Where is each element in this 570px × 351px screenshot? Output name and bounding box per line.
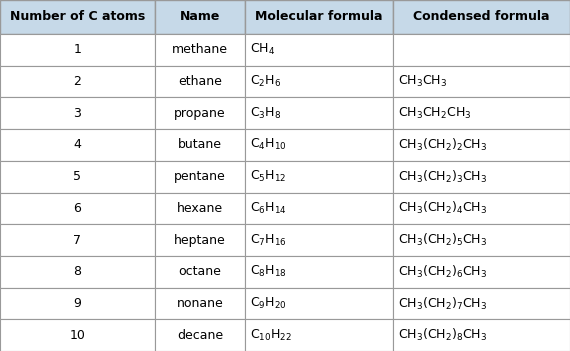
- Bar: [393, 129, 570, 161]
- Text: $\mathrm{C_2H_6}$: $\mathrm{C_2H_6}$: [250, 74, 281, 89]
- Bar: [0, 97, 155, 129]
- Bar: [393, 0, 570, 34]
- Bar: [155, 34, 245, 66]
- Bar: [155, 66, 245, 97]
- Bar: [393, 192, 570, 224]
- Bar: [155, 256, 245, 287]
- Text: $\mathrm{C_3H_8}$: $\mathrm{C_3H_8}$: [250, 106, 281, 121]
- Bar: [155, 224, 245, 256]
- Text: Condensed formula: Condensed formula: [413, 11, 549, 24]
- Bar: [245, 192, 393, 224]
- Text: ethane: ethane: [178, 75, 222, 88]
- Bar: [245, 319, 393, 351]
- Bar: [393, 66, 570, 97]
- Text: $\mathrm{CH_4}$: $\mathrm{CH_4}$: [250, 42, 275, 58]
- Bar: [155, 192, 245, 224]
- Text: $\mathrm{CH_3(CH_2)_5CH_3}$: $\mathrm{CH_3(CH_2)_5CH_3}$: [398, 232, 487, 248]
- Bar: [245, 256, 393, 287]
- Bar: [0, 319, 155, 351]
- Bar: [0, 224, 155, 256]
- Bar: [245, 287, 393, 319]
- Bar: [393, 224, 570, 256]
- Bar: [393, 319, 570, 351]
- Text: $\mathrm{CH_3(CH_2)_2CH_3}$: $\mathrm{CH_3(CH_2)_2CH_3}$: [398, 137, 487, 153]
- Text: hexane: hexane: [177, 202, 223, 215]
- Text: $\mathrm{C_4H_{10}}$: $\mathrm{C_4H_{10}}$: [250, 137, 287, 152]
- Text: $\mathrm{C_{10}H_{22}}$: $\mathrm{C_{10}H_{22}}$: [250, 327, 292, 343]
- Text: $\mathrm{CH_3(CH_2)_4CH_3}$: $\mathrm{CH_3(CH_2)_4CH_3}$: [398, 200, 487, 217]
- Bar: [393, 256, 570, 287]
- Text: Number of C atoms: Number of C atoms: [10, 11, 145, 24]
- Bar: [245, 161, 393, 192]
- Text: $\mathrm{C_7H_{16}}$: $\mathrm{C_7H_{16}}$: [250, 232, 287, 247]
- Bar: [245, 97, 393, 129]
- Text: pentane: pentane: [174, 170, 226, 183]
- Text: Name: Name: [180, 11, 220, 24]
- Bar: [155, 319, 245, 351]
- Text: methane: methane: [172, 44, 228, 57]
- Bar: [0, 66, 155, 97]
- Text: 6: 6: [74, 202, 82, 215]
- Text: $\mathrm{CH_3(CH_2)_7CH_3}$: $\mathrm{CH_3(CH_2)_7CH_3}$: [398, 296, 487, 311]
- Text: 3: 3: [74, 107, 82, 120]
- Text: decane: decane: [177, 329, 223, 342]
- Bar: [0, 287, 155, 319]
- Text: butane: butane: [178, 138, 222, 151]
- Text: $\mathrm{CH_3CH_2CH_3}$: $\mathrm{CH_3CH_2CH_3}$: [398, 106, 471, 121]
- Text: 5: 5: [74, 170, 82, 183]
- Text: Molecular formula: Molecular formula: [255, 11, 382, 24]
- Bar: [393, 161, 570, 192]
- Text: 2: 2: [74, 75, 82, 88]
- Bar: [0, 0, 155, 34]
- Text: 8: 8: [74, 265, 82, 278]
- Text: 10: 10: [70, 329, 85, 342]
- Text: $\mathrm{C_5H_{12}}$: $\mathrm{C_5H_{12}}$: [250, 169, 287, 184]
- Bar: [393, 34, 570, 66]
- Text: $\mathrm{C_9H_{20}}$: $\mathrm{C_9H_{20}}$: [250, 296, 287, 311]
- Bar: [393, 97, 570, 129]
- Bar: [0, 256, 155, 287]
- Text: $\mathrm{C_8H_{18}}$: $\mathrm{C_8H_{18}}$: [250, 264, 287, 279]
- Bar: [155, 0, 245, 34]
- Text: $\mathrm{CH_3(CH_2)_3CH_3}$: $\mathrm{CH_3(CH_2)_3CH_3}$: [398, 168, 487, 185]
- Bar: [245, 224, 393, 256]
- Text: 7: 7: [74, 233, 82, 246]
- Text: propane: propane: [174, 107, 226, 120]
- Bar: [245, 0, 393, 34]
- Bar: [245, 34, 393, 66]
- Bar: [0, 129, 155, 161]
- Bar: [155, 97, 245, 129]
- Text: 9: 9: [74, 297, 82, 310]
- Bar: [245, 129, 393, 161]
- Text: $\mathrm{CH_3CH_3}$: $\mathrm{CH_3CH_3}$: [398, 74, 447, 89]
- Bar: [155, 129, 245, 161]
- Text: 4: 4: [74, 138, 82, 151]
- Text: $\mathrm{CH_3(CH_2)_8CH_3}$: $\mathrm{CH_3(CH_2)_8CH_3}$: [398, 327, 487, 343]
- Text: $\mathrm{C_6H_{14}}$: $\mathrm{C_6H_{14}}$: [250, 201, 287, 216]
- Text: $\mathrm{CH_3(CH_2)_6CH_3}$: $\mathrm{CH_3(CH_2)_6CH_3}$: [398, 264, 487, 280]
- Bar: [0, 34, 155, 66]
- Text: 1: 1: [74, 44, 82, 57]
- Text: heptane: heptane: [174, 233, 226, 246]
- Bar: [0, 161, 155, 192]
- Bar: [155, 161, 245, 192]
- Text: nonane: nonane: [177, 297, 223, 310]
- Text: octane: octane: [178, 265, 221, 278]
- Bar: [393, 287, 570, 319]
- Bar: [245, 66, 393, 97]
- Bar: [0, 192, 155, 224]
- Bar: [155, 287, 245, 319]
